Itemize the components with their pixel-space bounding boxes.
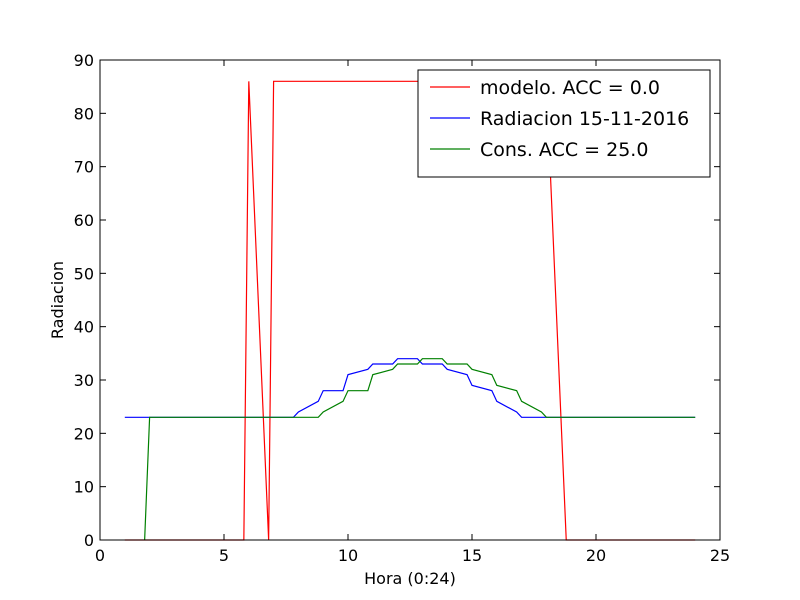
- series-line-2: [124, 358, 696, 418]
- x-tick-label: 5: [219, 546, 229, 565]
- x-axis-label: Hora (0:24): [364, 569, 456, 588]
- x-tick-label: 20: [586, 546, 606, 565]
- y-tick-label: 40: [74, 318, 94, 337]
- legend-label-2: Radiacion 15-11-2016: [480, 108, 689, 130]
- y-tick-label: 30: [74, 371, 94, 390]
- x-tick-label: 25: [710, 546, 730, 565]
- series-line-3: [144, 358, 696, 541]
- x-tick-label: 10: [338, 546, 358, 565]
- y-tick-label: 50: [74, 264, 94, 283]
- ticks-layer: 0 5 10 15 20 25 0 10 20 30 40 50 60 70 80 90: [74, 51, 731, 565]
- y-tick-label: 10: [74, 478, 94, 497]
- legend: modelo. ACC = 0.0 Radiacion 15-11-2016 Con…: [417, 69, 711, 178]
- y-axis-label: Radiacion: [48, 261, 67, 339]
- y-tick-label: 90: [74, 51, 94, 70]
- legend-label-1: modelo. ACC = 0.0: [480, 77, 660, 99]
- y-tick-label: 70: [74, 158, 94, 177]
- y-tick-label: 80: [74, 104, 94, 123]
- x-tick-label: 0: [95, 546, 105, 565]
- series-layer: [124, 80, 696, 541]
- y-tick-label: 0: [84, 531, 94, 550]
- y-tick-label: 20: [74, 424, 94, 443]
- x-tick-label: 15: [462, 546, 482, 565]
- y-tick-label: 60: [74, 211, 94, 230]
- legend-label-3: Cons. ACC = 25.0: [480, 139, 648, 161]
- plot-frame: [99, 59, 721, 541]
- legend-box: [417, 69, 711, 178]
- series-line-1: [124, 80, 696, 541]
